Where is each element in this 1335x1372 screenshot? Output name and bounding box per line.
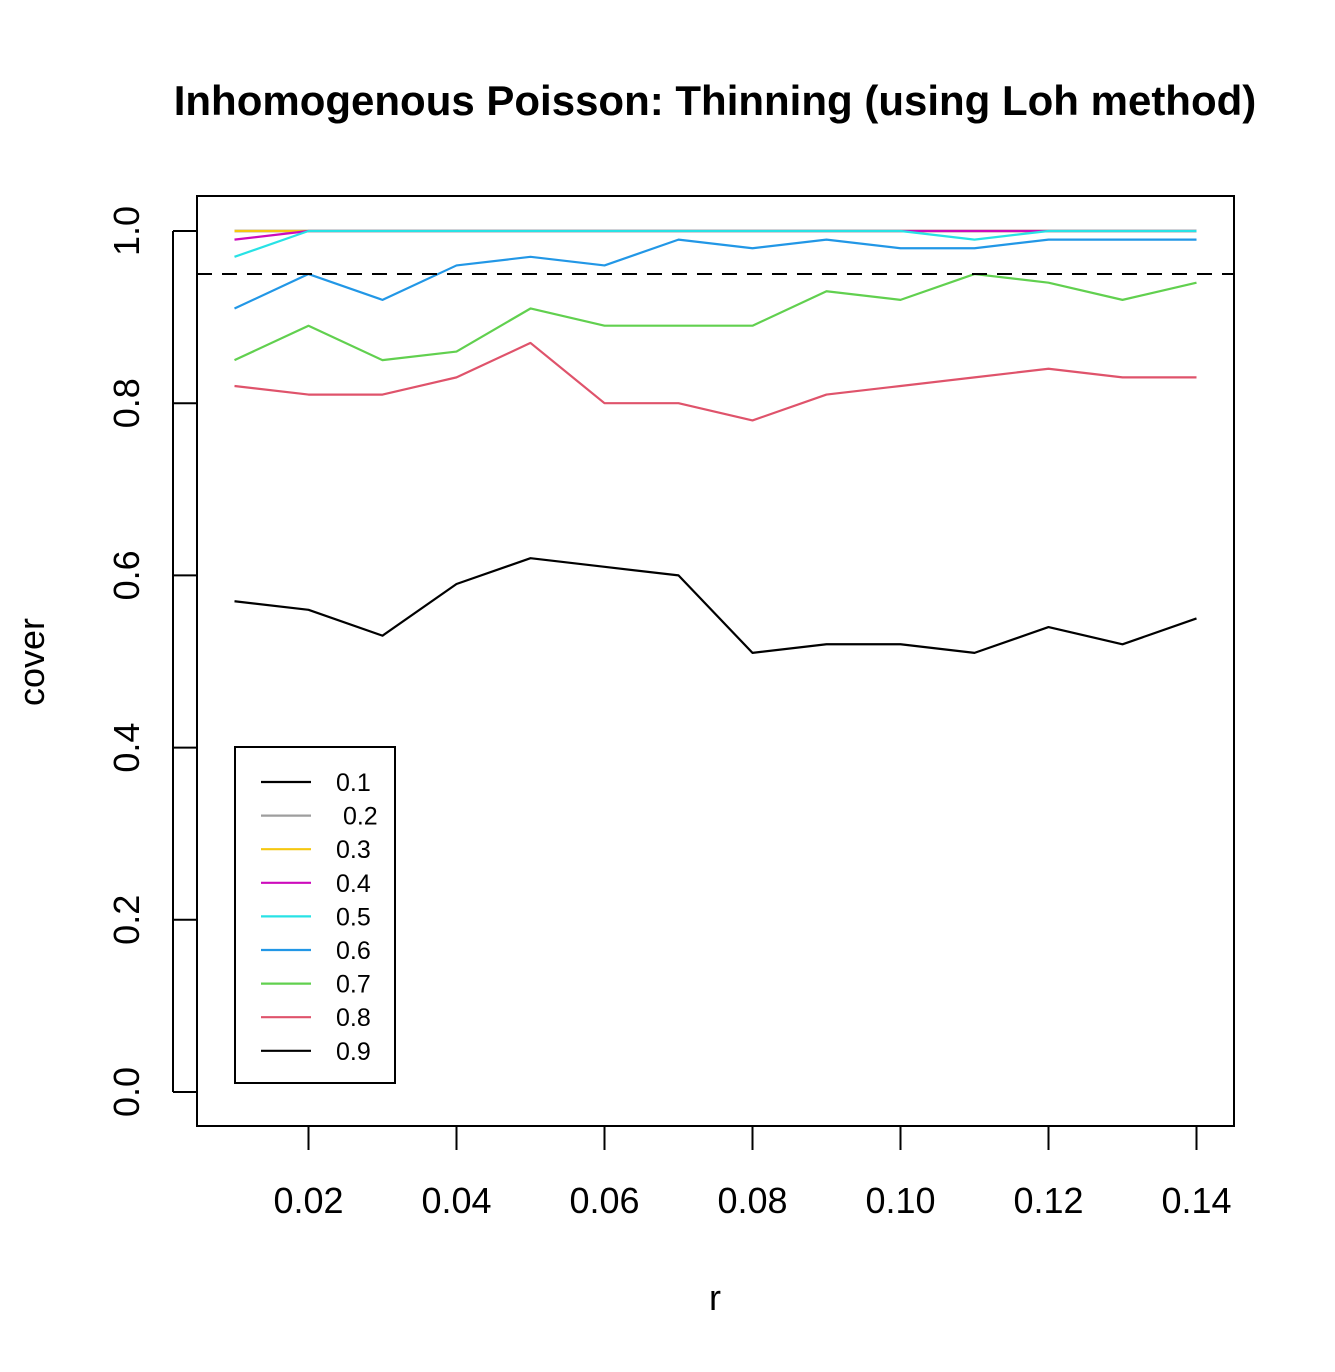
legend-label: 0.4: [336, 870, 371, 898]
x-tick-label: 0.02: [273, 1180, 343, 1221]
y-axis-label: cover: [11, 618, 52, 706]
series-line-5: [234, 229, 1197, 258]
series-layer: [234, 229, 1197, 654]
legend-box: [234, 746, 396, 1084]
series-line-9: [234, 557, 1197, 654]
y-tick-label: 0.0: [106, 1067, 147, 1117]
y-tick-label: 0.6: [106, 550, 147, 600]
series-line-4: [234, 229, 1197, 241]
legend: 0.1 0.2 0.3 0.4 0.5 0.6 0.7 0.8 0.9: [234, 746, 396, 1084]
x-tick-label: 0.14: [1161, 1180, 1231, 1221]
x-tick-label: 0.06: [569, 1180, 639, 1221]
legend-label: 0.6: [336, 937, 371, 965]
y-tick-label: 1.0: [106, 206, 147, 256]
legend-label: 0.9: [336, 1038, 371, 1066]
y-tick-label: 0.2: [106, 895, 147, 945]
legend-label: 0.5: [336, 903, 371, 931]
x-tick-label: 0.04: [421, 1180, 491, 1221]
legend-label: 0.1: [336, 769, 371, 797]
legend-label: 0.2: [336, 803, 378, 831]
y-tick-label: 0.4: [106, 723, 147, 773]
x-tick-label: 0.12: [1013, 1180, 1083, 1221]
series-line-7: [234, 272, 1197, 362]
y-tick-label: 0.8: [106, 378, 147, 428]
legend-label: 0.7: [336, 971, 371, 999]
legend-label: 0.8: [336, 1004, 371, 1032]
y-axis: 0.0 0.2 0.4 0.6 0.8 1.0: [106, 206, 197, 1117]
series-line-8: [234, 341, 1197, 422]
x-tick-label: 0.10: [865, 1180, 935, 1221]
chart-title: Inhomogenous Poisson: Thinning (using Lo…: [174, 77, 1257, 124]
x-tick-label: 0.08: [717, 1180, 787, 1221]
x-axis-label: r: [709, 1277, 721, 1318]
series-line-6: [234, 238, 1197, 310]
x-axis: 0.02 0.04 0.06 0.08 0.10 0.12 0.14: [273, 1125, 1232, 1221]
legend-label: 0.3: [336, 836, 371, 864]
